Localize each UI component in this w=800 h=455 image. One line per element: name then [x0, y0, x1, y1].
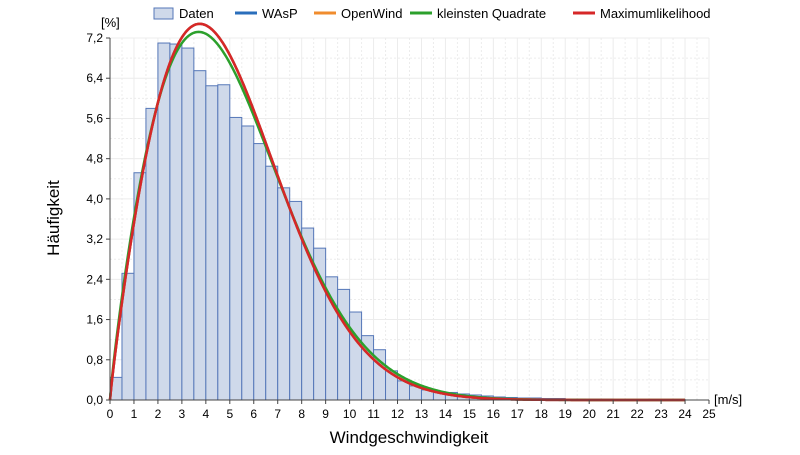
x-tick-label: 2: [155, 407, 162, 421]
y-tick-label: 4,8: [86, 152, 103, 166]
x-tick-label: 25: [702, 407, 716, 421]
x-tick-label: 15: [463, 407, 477, 421]
y-tick-label: 2,4: [86, 272, 103, 286]
axes: 0 1 2 3 4 5 6 7 8 9 10 11 12 13 14 15 16 17 18 19 20 21 22 23 24…: [86, 31, 716, 421]
y-tick-label: 1,6: [86, 313, 103, 327]
histogram-bar: [337, 288, 351, 401]
histogram-bar: [349, 311, 363, 401]
y-tick-label: 5,6: [86, 111, 103, 125]
x-tick-label: 7: [274, 407, 281, 421]
x-tick-label: 16: [487, 407, 501, 421]
x-tick-label: 21: [606, 407, 620, 421]
y-tick-label: 6,4: [86, 71, 103, 85]
x-tick-label: 24: [678, 407, 692, 421]
x-tick-label: 23: [654, 407, 668, 421]
x-tick-label: 3: [179, 407, 186, 421]
legend: Daten WAsP OpenWind kleinsten Quadrate Maxim…: [153, 6, 711, 21]
y-unit-label: [%]: [101, 15, 120, 30]
histogram-bar: [169, 43, 183, 401]
x-tick-label: 18: [535, 407, 549, 421]
legend-label-1: OpenWind: [341, 6, 402, 21]
x-tick-label: 12: [391, 407, 405, 421]
histogram-bar: [229, 116, 243, 401]
histogram-bar: [193, 70, 207, 401]
legend-label-daten: Daten: [179, 6, 214, 21]
y-tick-label: 4,0: [86, 192, 103, 206]
x-tick-label: 6: [250, 407, 257, 421]
y-tick-label: 0,8: [86, 353, 103, 367]
legend-swatch-daten: [153, 7, 174, 20]
x-tick-label: 9: [322, 407, 329, 421]
legend-label-0: WAsP: [262, 6, 298, 21]
x-tick-label: 4: [202, 407, 209, 421]
histogram-bar: [241, 125, 255, 401]
y-tick-label: 7,2: [86, 31, 103, 45]
histogram-bar: [277, 187, 291, 401]
x-tick-label: 10: [343, 407, 357, 421]
x-tick-label: 13: [415, 407, 429, 421]
histogram-bar: [265, 165, 279, 401]
x-tick-label: 0: [107, 407, 114, 421]
x-axis-title: Windgeschwindigkeit: [330, 428, 489, 447]
histogram-bar: [253, 143, 267, 401]
x-tick-label: 5: [226, 407, 233, 421]
x-tick-label: 20: [583, 407, 597, 421]
histogram-bar: [217, 84, 231, 401]
y-tick-label: 0,0: [86, 393, 103, 407]
histogram-bar: [181, 47, 195, 401]
x-tick-label: 22: [630, 407, 644, 421]
x-tick-label: 11: [367, 407, 380, 421]
y-tick-label: 3,2: [86, 232, 103, 246]
x-tick-label: 19: [559, 407, 573, 421]
x-tick-label: 1: [131, 407, 138, 421]
x-unit-label: [m/s]: [714, 392, 742, 407]
x-tick-label: 8: [298, 407, 305, 421]
legend-label-2: kleinsten Quadrate: [437, 6, 546, 21]
legend-label-3: Maximumlikelihood: [600, 6, 711, 21]
x-tick-label: 14: [439, 407, 453, 421]
histogram-bar: [205, 85, 219, 401]
x-tick-label: 17: [511, 407, 525, 421]
y-axis-title: Häufigkeit: [44, 180, 63, 256]
